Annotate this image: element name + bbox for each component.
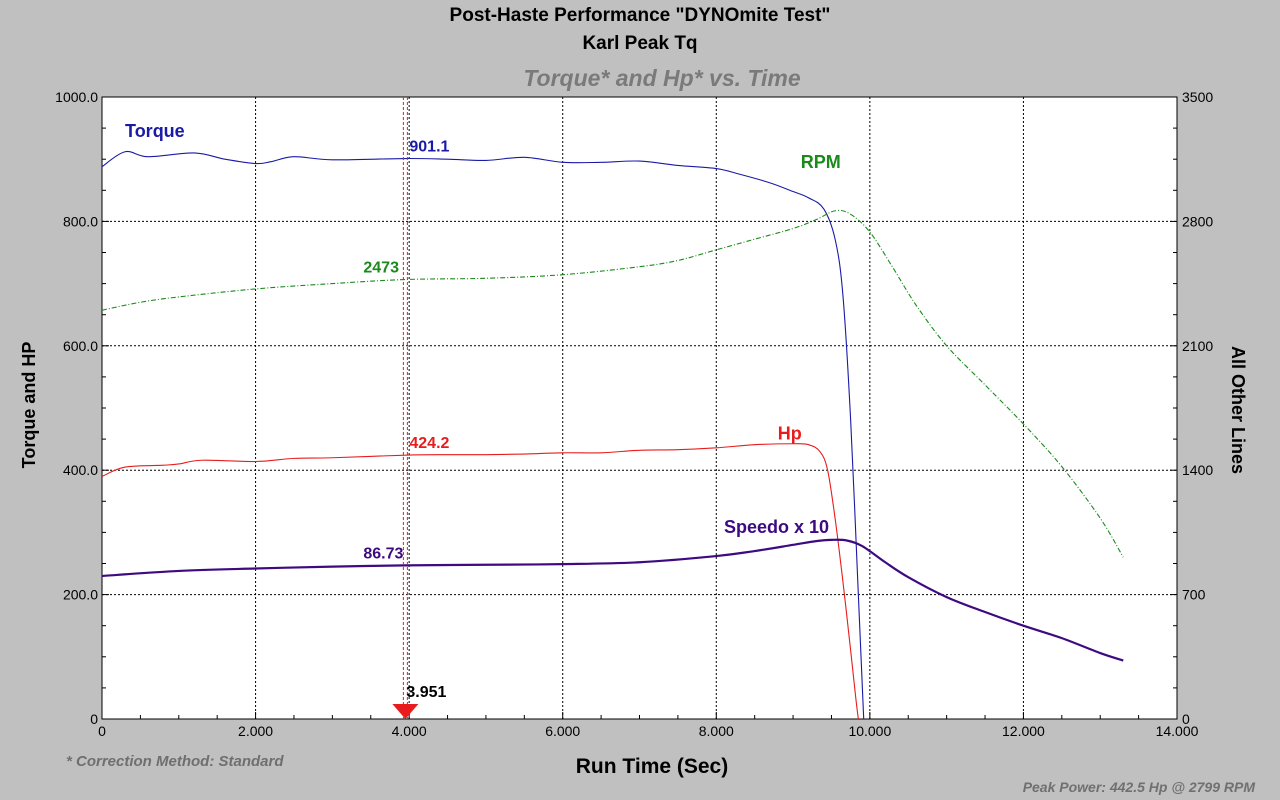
y-right-tick-label: 1400 xyxy=(1182,462,1213,478)
cursor-marker-triangle[interactable] xyxy=(392,704,419,719)
y-axis-left-title: Torque and HP xyxy=(19,342,39,469)
x-tick-label: 14.000 xyxy=(1156,723,1199,739)
x-axis-title: Run Time (Sec) xyxy=(576,755,728,778)
x-tick-label: 4.000 xyxy=(392,723,427,739)
x-tick-label: 6.000 xyxy=(545,723,580,739)
y-axis-right-title: All Other Lines xyxy=(1228,346,1248,474)
x-tick-label: 12.000 xyxy=(1002,723,1045,739)
grid-lines xyxy=(102,97,1177,719)
series-line-hp xyxy=(101,443,859,720)
correction-method-note: * Correction Method: Standard xyxy=(66,753,284,770)
y-left-tick-label: 800.0 xyxy=(63,213,98,229)
series-line-torque xyxy=(101,150,865,720)
x-tick-label: 2.000 xyxy=(238,723,273,739)
y-right-tick-label: 0 xyxy=(1182,711,1190,727)
y-left-tick-label: 400.0 xyxy=(63,462,98,478)
series-cursor-value-torque: 901.1 xyxy=(409,139,449,156)
plot-area xyxy=(101,96,1178,720)
cursor-value-label: 3.951 xyxy=(406,684,446,701)
peak-power-note: Peak Power: 442.5 Hp @ 2799 RPM xyxy=(1023,779,1256,795)
series-label-rpm: RPM xyxy=(801,152,841,172)
x-axis-ticks: 0 2.000 4.000 6.000 8.000 10.000 12.000 14.000 xyxy=(98,712,1199,739)
time-cursor[interactable]: 3.951 xyxy=(392,97,447,719)
y-left-tick-label: 1000.0 xyxy=(55,89,98,105)
series-label-torque: Torque xyxy=(125,121,185,141)
y-right-tick-label: 2800 xyxy=(1182,213,1213,229)
chart-subtitle: Torque* and Hp* vs. Time xyxy=(523,65,801,91)
y-left-tick-label: 0 xyxy=(90,711,98,727)
x-tick-label: 8.000 xyxy=(699,723,734,739)
series-label-hp: Hp xyxy=(778,424,802,444)
y-right-tick-label: 3500 xyxy=(1182,89,1213,105)
series-line-speedo-x-10 xyxy=(101,538,1124,662)
y-right-tick-label: 700 xyxy=(1182,587,1206,603)
series-label-speedo-x-10: Speedo x 10 xyxy=(724,517,829,537)
series-cursor-value-hp: 424.2 xyxy=(409,435,449,452)
series-line-rpm xyxy=(101,209,1124,558)
y-left-tick-label: 200.0 xyxy=(63,587,98,603)
series-labels: Torque 901.1 Hp 424.2 RPM 2473 Speedo x 10 86.7… xyxy=(125,121,841,563)
chart-title-line1: Post-Haste Performance "DYNOmite Test" xyxy=(450,5,831,26)
y-right-tick-label: 2100 xyxy=(1182,338,1213,354)
y-left-tick-label: 600.0 xyxy=(63,338,98,354)
y-axis-right-ticks: 0 700 1400 2100 2800 3500 xyxy=(1170,89,1213,727)
chart-title-line2: Karl Peak Tq xyxy=(582,33,697,54)
x-tick-label: 10.000 xyxy=(848,723,891,739)
series-cursor-value-rpm: 2473 xyxy=(363,260,399,277)
series-lines xyxy=(101,150,1124,720)
x-tick-label: 0 xyxy=(98,723,106,739)
series-cursor-value-speedo-x-10: 86.73 xyxy=(363,545,403,562)
y-axis-left-ticks: 0 200.0 400.0 600.0 800.0 1000.0 xyxy=(55,89,109,727)
